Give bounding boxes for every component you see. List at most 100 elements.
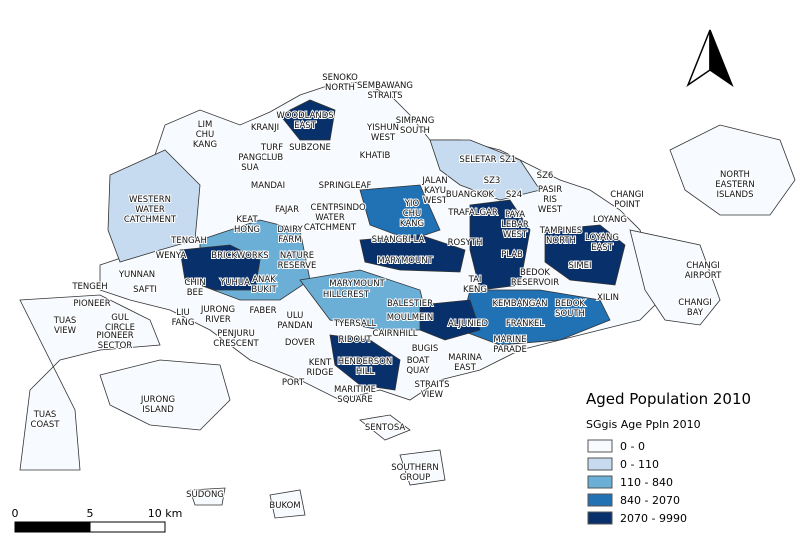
label-line: FRANKEL xyxy=(506,319,545,329)
label-line: TAMPINES xyxy=(539,226,582,236)
area-label: YUNNAN xyxy=(118,270,155,280)
label-line: TAI xyxy=(468,275,482,285)
label-line: EAST xyxy=(294,121,317,131)
area-label: KHATIB xyxy=(360,151,391,161)
area-label: PIONEER xyxy=(73,299,110,309)
label-line: SUDONG xyxy=(186,490,224,500)
area-label: DOVER xyxy=(285,338,315,348)
area-label: ALJUNIED xyxy=(448,319,489,329)
label-line: CATCHMENT xyxy=(304,223,357,233)
area-label: PLAB xyxy=(501,250,523,260)
area-label: KRANJI xyxy=(251,123,279,133)
label-line: XILIN xyxy=(597,293,619,303)
label-line: BOAT xyxy=(407,356,430,366)
legend: Aged Population 2010 SGgis Age Ppln 2010… xyxy=(578,382,793,537)
area xyxy=(419,299,481,341)
label-line: SELETAR xyxy=(459,155,496,165)
legend-label: 0 - 0 xyxy=(620,440,645,453)
area-label: SENTOSA xyxy=(365,423,406,433)
area-label: PASIR RIS WEST xyxy=(538,185,563,215)
scale-label: 0 xyxy=(12,507,19,520)
legend-swatch xyxy=(587,475,613,489)
area-label: SUBZONE xyxy=(289,143,331,153)
label-line: GROUP xyxy=(400,473,431,483)
label-line: YUNNAN xyxy=(118,270,155,280)
area-label: BOAT QUAY xyxy=(406,356,430,376)
area-label: MARITIME SQUARE xyxy=(334,385,376,405)
area-label: YUHUA xyxy=(219,278,250,288)
area-label: SUDONG xyxy=(186,490,224,500)
label-line: LOYANG xyxy=(593,215,627,225)
label-line: FAJAR xyxy=(275,205,299,215)
label-line: WESTERN xyxy=(129,195,171,205)
area-label: LIU FANG xyxy=(172,308,195,328)
area-label: MOULMEIN xyxy=(387,313,434,323)
label-line: PENJURU xyxy=(217,329,255,339)
area-label: BEDOK RESERVOIR xyxy=(511,268,559,288)
area-label: PENJURU CRESCENT xyxy=(213,329,259,349)
label-line: TENGAH xyxy=(170,236,207,246)
area-label: BEDOK SOUTH xyxy=(555,299,585,319)
label-line: FARM xyxy=(278,235,301,245)
label-line: RESERVE xyxy=(278,261,317,271)
label-line: KEMBANGAN xyxy=(492,299,547,309)
legend-items: 0 - 0 0 - 110 110 - 840 840 - 2070 2070 - 99… xyxy=(587,439,687,525)
bukom xyxy=(269,489,306,519)
label-line: ISLANDS xyxy=(717,190,754,200)
legend-label: 110 - 840 xyxy=(620,476,673,489)
label-line: VIEW xyxy=(421,390,444,400)
label-line: PLAB xyxy=(501,250,523,260)
area-label: BUANGKOK xyxy=(446,190,495,200)
label-line: WEST xyxy=(371,133,396,143)
label-line: POINT xyxy=(614,200,641,210)
area-label: MARINA EAST xyxy=(448,353,482,373)
area-label: WENYA xyxy=(156,251,187,261)
label-line: LOYANG xyxy=(585,233,619,243)
area-label: BUGIS xyxy=(412,344,439,354)
label-line: PORT xyxy=(282,378,305,388)
area-label: TUAS VIEW xyxy=(53,316,77,336)
scale-label: 5 xyxy=(87,507,94,520)
label-line: STRAITS xyxy=(367,91,402,101)
area xyxy=(279,99,336,141)
label-line: ANAK xyxy=(252,275,276,285)
label-line: KAYU xyxy=(424,186,446,196)
label-line: QUAY xyxy=(406,366,430,376)
label-line: TRAFALGAR xyxy=(447,208,498,218)
area-label: CAIRNHILL xyxy=(373,329,418,339)
label-line: CHANGI xyxy=(678,298,712,308)
label-line: KEAT xyxy=(236,215,258,225)
southern-islands xyxy=(399,449,446,486)
label-line: CAIRNHILL xyxy=(373,329,418,339)
area-label: STRAITS VIEW xyxy=(414,380,449,400)
area-label: HENDERSON HILL xyxy=(338,357,392,377)
label-line: KANG xyxy=(193,140,217,150)
label-line: CENTRAL xyxy=(311,203,350,213)
area-label: NORTH EASTERN ISLANDS xyxy=(715,170,754,200)
area xyxy=(179,244,261,291)
area-label: SIMEI xyxy=(568,261,591,271)
legend-box xyxy=(578,382,793,537)
label-line: EAST xyxy=(591,243,614,253)
area-label: SZ6 xyxy=(537,171,554,181)
area-label: SZ3 xyxy=(484,176,501,186)
area-label: SINDO xyxy=(338,203,366,213)
label-line: WEST xyxy=(538,205,563,215)
area-label: CENTRAL WATER CATCHMENT xyxy=(304,203,357,233)
label-line: SOUTHERN xyxy=(391,463,439,473)
area xyxy=(469,199,531,291)
area-label: TRAFALGAR xyxy=(447,208,498,218)
label-line: TYERSALL xyxy=(333,319,377,329)
label-line: SZ3 xyxy=(484,176,501,186)
label-line: BAY xyxy=(687,308,704,318)
north-eastern-islands xyxy=(669,124,796,216)
area-label: TENGAH xyxy=(170,236,207,246)
label-line: KRANJI xyxy=(251,123,279,133)
legend-label: 2070 - 9990 xyxy=(620,512,687,525)
label-line: MARINA xyxy=(448,353,482,363)
area-label: MARYMOUNT xyxy=(377,256,433,266)
label-line: BEE xyxy=(187,288,204,298)
label-line: BUKOM xyxy=(269,501,300,511)
label-line: CATCHMENT xyxy=(124,215,177,225)
